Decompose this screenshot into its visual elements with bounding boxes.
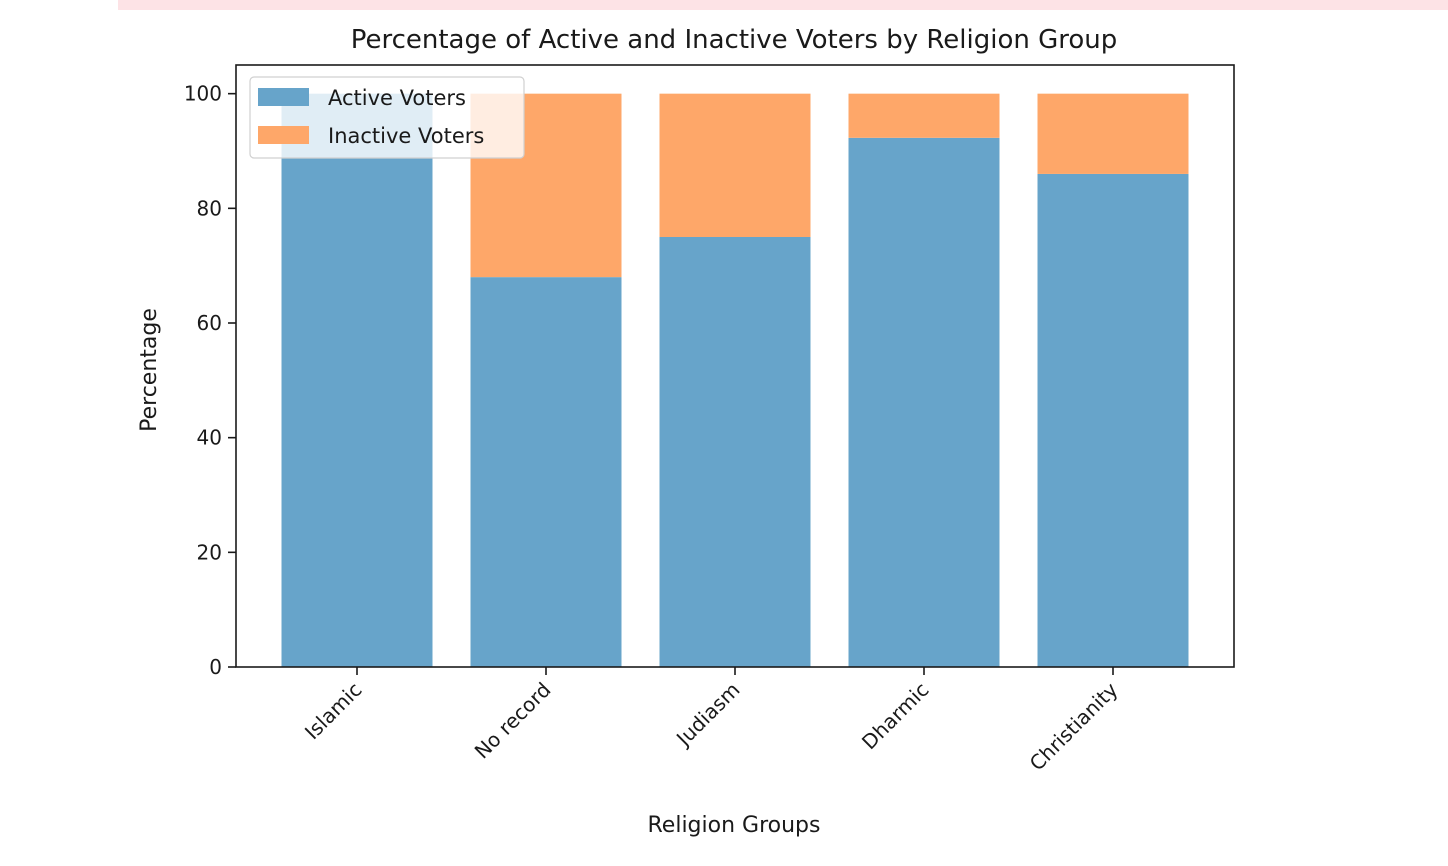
bar-active-dharmic <box>849 138 1000 667</box>
bar-active-no-record <box>471 277 622 667</box>
x-tick-label: Islamic <box>300 678 367 745</box>
chart-title: Percentage of Active and Inactive Voters… <box>351 25 1118 55</box>
y-tick-label: 0 <box>209 655 222 679</box>
y-tick-label: 80 <box>197 196 222 220</box>
legend: Active Voters Inactive Voters <box>250 77 524 158</box>
bars-layer <box>282 94 1189 667</box>
bar-inactive-judiasm <box>660 94 811 237</box>
x-tick-label: Christianity <box>1025 677 1123 775</box>
bar-inactive-christianity <box>1038 94 1189 174</box>
bar-active-judiasm <box>660 237 811 667</box>
y-tick-label: 100 <box>184 82 222 106</box>
x-axis: Islamic No record Judiasm Dharmic Christiani… <box>300 667 1123 775</box>
x-axis-label: Religion Groups <box>648 813 821 838</box>
y-tick-label: 20 <box>197 540 222 564</box>
y-tick-label: 40 <box>197 426 222 450</box>
legend-swatch <box>258 126 309 144</box>
y-tick-label: 60 <box>197 311 222 335</box>
legend-label: Inactive Voters <box>328 124 484 148</box>
bar-active-christianity <box>1038 174 1189 667</box>
bar-active-islamic <box>282 94 433 667</box>
y-axis: 0 20 40 60 80 100 <box>184 82 236 679</box>
y-axis-label: Percentage <box>137 308 162 432</box>
x-tick-label: Dharmic <box>857 678 934 755</box>
bar-inactive-dharmic <box>849 94 1000 138</box>
legend-label: Active Voters <box>328 86 466 110</box>
x-tick-label: Judiasm <box>670 678 744 752</box>
legend-swatch <box>258 88 309 106</box>
x-tick-label: No record <box>470 678 556 764</box>
